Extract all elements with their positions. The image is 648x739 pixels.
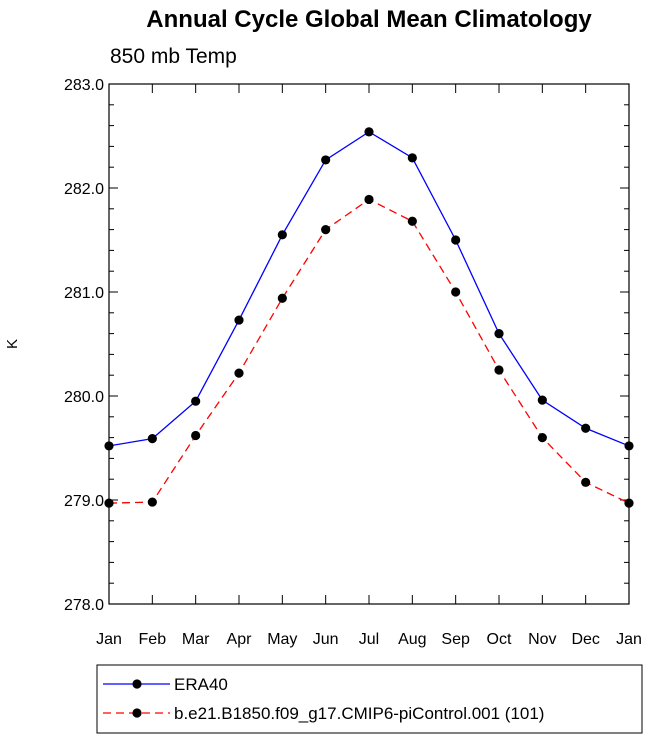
data-point <box>191 396 201 406</box>
data-point <box>321 225 331 235</box>
x-tick-label: Jan <box>96 631 122 648</box>
data-point <box>494 365 504 375</box>
data-point <box>581 423 591 433</box>
series-line <box>108 198 630 504</box>
data-point <box>104 498 114 508</box>
data-point <box>407 216 417 226</box>
data-point <box>451 287 461 297</box>
x-tick-label: Feb <box>139 631 167 648</box>
series-layer <box>104 127 634 508</box>
data-point <box>191 430 201 441</box>
chart-title: Annual Cycle Global Mean Climatology <box>146 6 592 33</box>
data-point <box>147 434 157 444</box>
data-point <box>321 155 331 165</box>
series-1 <box>104 127 634 451</box>
x-tick-label: Jan <box>616 631 642 648</box>
data-point <box>277 230 287 240</box>
legend-marker-1 <box>132 679 142 689</box>
data-point <box>104 441 114 451</box>
y-tick-label: 280.0 <box>64 389 104 406</box>
data-point <box>234 368 244 378</box>
data-point <box>147 497 157 507</box>
series-2 <box>104 194 634 508</box>
x-tick-label: May <box>267 631 297 648</box>
data-point <box>277 293 287 303</box>
data-point <box>581 477 591 487</box>
plot-frame <box>108 83 630 605</box>
axis-tick-labels: 278.0 279.0 280.0 281.0 282.0 283.0 Jan Feb Mar A… <box>64 77 642 648</box>
x-tick-label: Nov <box>528 631 556 648</box>
y-tick-label: 279.0 <box>64 493 104 510</box>
data-point <box>364 194 374 205</box>
data-point <box>407 153 417 163</box>
y-axis-label: K <box>4 339 21 349</box>
x-tick-label: Sep <box>441 631 470 648</box>
chart-subtitle: 850 mb Temp <box>110 45 237 68</box>
y-tick-label: 283.0 <box>64 77 104 94</box>
data-point <box>624 498 634 508</box>
data-point <box>494 329 504 339</box>
data-point <box>364 127 374 137</box>
x-tick-label: Jul <box>359 631 379 648</box>
data-point <box>537 433 547 443</box>
legend: ERA40 b.e21.B1850.f09_g17.CMIP6-piControl… <box>96 664 643 734</box>
data-point <box>234 315 244 325</box>
data-point <box>624 441 634 451</box>
legend-label-2: b.e21.B1850.f09_g17.CMIP6-piControl.001 … <box>174 704 544 723</box>
y-tick-label: 278.0 <box>64 597 104 614</box>
x-tick-label: Dec <box>571 631 599 648</box>
x-tick-label: Jun <box>313 631 339 648</box>
legend-marker-2 <box>132 708 142 718</box>
axis-ticks <box>108 83 630 605</box>
y-tick-label: 282.0 <box>64 181 104 198</box>
data-point <box>451 235 461 245</box>
series-line <box>108 131 630 447</box>
x-tick-label: Mar <box>182 631 210 648</box>
x-tick-label: Aug <box>398 631 426 648</box>
data-point <box>537 395 547 405</box>
x-tick-label: Oct <box>487 631 512 648</box>
legend-label-1: ERA40 <box>174 675 228 694</box>
y-tick-label: 281.0 <box>64 285 104 302</box>
x-tick-label: Apr <box>227 631 253 648</box>
legend-box <box>96 664 643 734</box>
